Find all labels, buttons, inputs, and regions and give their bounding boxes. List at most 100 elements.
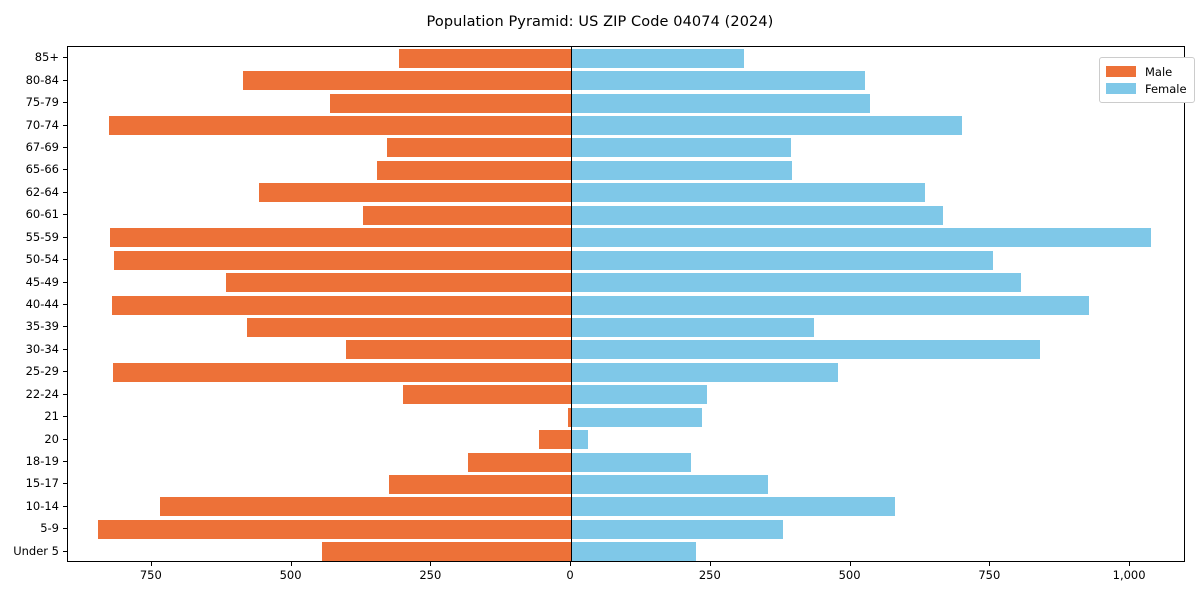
chart-legend[interactable]: Male Female: [1099, 57, 1195, 103]
y-axis-tick-mark: [63, 461, 67, 463]
y-axis-tick-mark: [63, 146, 67, 148]
y-axis-tick-label: 55-59: [25, 229, 59, 244]
bar-male: [242, 71, 572, 91]
bar-female: [571, 474, 769, 494]
bar-male: [388, 474, 572, 494]
x-axis-tick-mark: [1129, 562, 1131, 566]
x-axis-tick-label: 500: [279, 568, 302, 582]
y-axis-tick-mark: [63, 304, 67, 305]
bar-male: [376, 160, 572, 180]
y-axis-tick-label: 70-74: [25, 117, 59, 132]
bar-female: [571, 205, 944, 225]
y-axis-tick-label: 67-69: [25, 139, 59, 154]
bar-male: [568, 407, 572, 427]
bar-female: [571, 116, 963, 136]
chart-title: Population Pyramid: US ZIP Code 04074 (2…: [426, 14, 774, 30]
y-axis-tick-mark: [63, 281, 67, 283]
bar-female: [571, 250, 993, 270]
x-axis-tick-mark: [150, 562, 152, 566]
legend-label: Male: [1145, 64, 1173, 79]
y-axis-tick-mark: [63, 505, 67, 507]
x-axis-tick-label: 250: [698, 568, 721, 582]
bar-female: [571, 407, 703, 427]
y-axis-tick-label: 75-79: [25, 95, 59, 110]
y-axis-tick-label: 15-17: [25, 476, 59, 491]
bar-female: [571, 273, 1021, 293]
bar-male: [386, 138, 572, 158]
bar-male: [398, 48, 572, 68]
bar-male: [109, 116, 572, 136]
bar-male: [363, 205, 572, 225]
bar-male: [226, 273, 572, 293]
y-axis-tick-label: 30-34: [25, 341, 59, 356]
bar-female: [571, 183, 925, 203]
x-axis-tick-mark: [709, 562, 711, 566]
bar-male: [539, 430, 572, 450]
y-axis-tick-label: 35-39: [25, 319, 59, 334]
y-axis-tick-label: 50-54: [25, 252, 59, 267]
y-axis-tick-mark: [63, 214, 67, 216]
y-axis-tick-mark: [63, 102, 67, 104]
y-axis-tick-label: 40-44: [25, 297, 59, 311]
bar-male: [112, 362, 572, 382]
y-axis-tick-mark: [63, 550, 67, 552]
bar-male: [114, 250, 572, 270]
bar-female: [571, 48, 744, 68]
bar-female: [571, 295, 1089, 315]
legend-item[interactable]: Female: [1106, 80, 1187, 97]
legend-label: Female: [1145, 81, 1187, 96]
bar-female: [571, 519, 783, 539]
y-axis-tick-mark: [63, 124, 67, 126]
y-axis-tick-label: 45-49: [25, 274, 59, 289]
plot-area: [67, 46, 1185, 562]
bar-male: [322, 542, 572, 561]
y-axis-tick-mark: [63, 483, 67, 485]
y-axis-tick-label: 20: [44, 431, 59, 446]
y-axis-tick-mark: [63, 326, 67, 328]
bar-female: [571, 385, 708, 405]
legend-item[interactable]: Male: [1106, 63, 1187, 80]
bar-male: [467, 452, 572, 472]
y-axis-tick-mark: [63, 79, 67, 81]
bar-female: [571, 71, 866, 91]
bar-male: [160, 497, 572, 517]
x-axis-tick-mark: [430, 562, 432, 566]
x-axis-tick-label: 1,000: [1112, 568, 1146, 582]
bar-male: [110, 228, 572, 248]
bar-female: [571, 497, 896, 517]
x-axis-tick-mark: [290, 562, 292, 566]
x-axis-tick-label: 750: [139, 568, 162, 582]
bar-male: [246, 317, 572, 337]
y-axis-tick-mark: [63, 528, 67, 530]
x-axis-tick-label: 0: [566, 568, 574, 582]
y-axis-tick-label: 80-84: [25, 72, 59, 87]
y-axis-tick-label: 21: [44, 409, 59, 424]
y-axis-tick-mark: [63, 348, 67, 350]
y-axis-tick-mark: [63, 259, 67, 261]
x-axis-tick-label: 750: [978, 568, 1001, 582]
y-axis-tick-label: 18-19: [25, 454, 59, 469]
bar-male: [111, 295, 572, 315]
bar-male: [259, 183, 572, 203]
x-axis-tick-mark: [849, 562, 851, 566]
bar-female: [571, 160, 793, 180]
bar-female: [571, 430, 588, 450]
bar-male: [329, 93, 572, 113]
bar-female: [571, 452, 691, 472]
y-axis-tick-label: 25-29: [25, 364, 59, 379]
x-axis-tick-mark: [570, 562, 572, 566]
y-axis-tick-label: Under 5: [13, 543, 59, 558]
x-axis-tick-mark: [989, 562, 991, 566]
y-axis-tick-mark: [63, 57, 67, 59]
y-axis-tick-mark: [63, 191, 67, 193]
bar-female: [571, 340, 1041, 360]
y-axis-tick-mark: [63, 371, 67, 373]
y-axis-tick-mark: [63, 416, 67, 418]
bar-female: [571, 93, 871, 113]
y-axis-tick-mark: [63, 169, 67, 171]
y-axis-tick-label: 5-9: [40, 521, 59, 536]
bar-male: [403, 385, 572, 405]
legend-color-swatch: [1106, 66, 1136, 77]
bar-male: [346, 340, 572, 360]
bar-female: [571, 542, 697, 561]
